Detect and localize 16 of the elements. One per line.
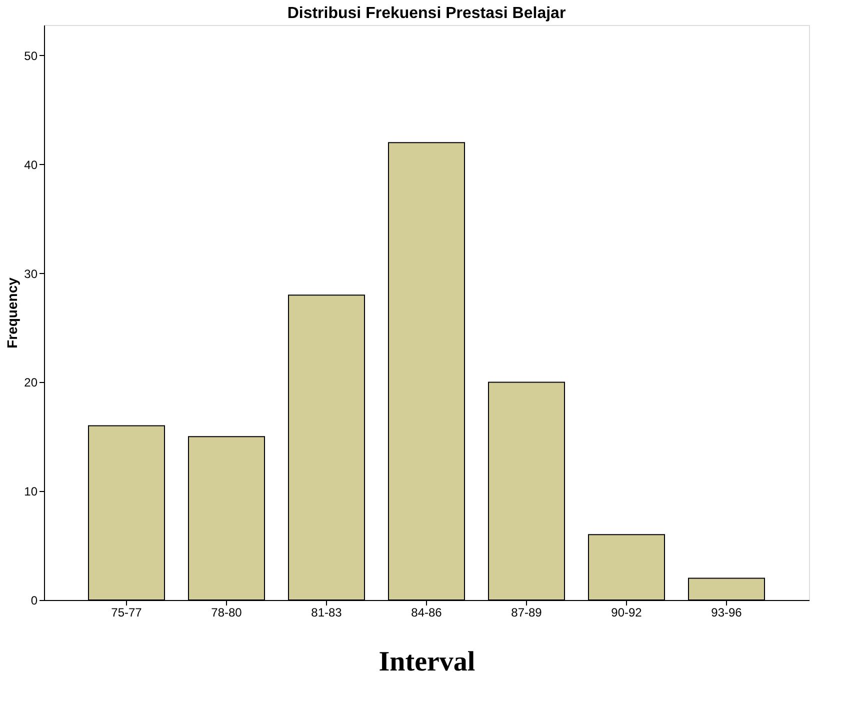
y-tick-label: 50 xyxy=(24,48,38,63)
y-tick-label: 30 xyxy=(24,266,38,281)
x-tick-label: 78-80 xyxy=(211,606,242,620)
x-tick-label: 75-77 xyxy=(111,606,142,620)
x-tick-label: 84-86 xyxy=(411,606,442,620)
x-tick-label: 87-89 xyxy=(511,606,542,620)
x-tick-label: 93-96 xyxy=(711,606,742,620)
y-tick-label: 40 xyxy=(24,158,38,172)
x-tick-label: 81-83 xyxy=(311,606,342,620)
chart-title: Distribusi Frekuensi Prestasi Belajar xyxy=(287,5,566,22)
y-axis-title: Frequency xyxy=(4,277,20,348)
x-tick-label: 90-92 xyxy=(611,606,642,620)
y-tick-label: 20 xyxy=(24,376,38,390)
y-tick-label: 0 xyxy=(30,594,38,608)
x-axis-title: Interval xyxy=(378,646,476,678)
y-tick-label: 10 xyxy=(24,484,38,499)
